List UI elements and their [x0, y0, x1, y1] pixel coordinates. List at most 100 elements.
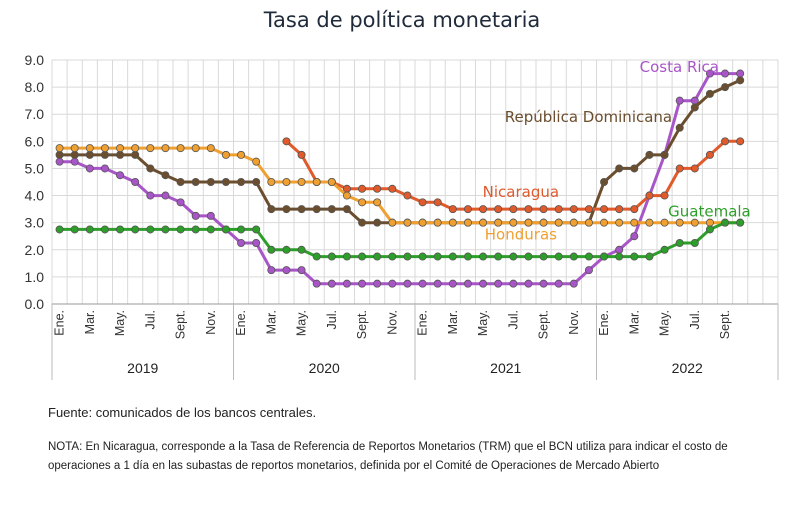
data-point: [479, 218, 488, 227]
data-point: [433, 218, 442, 227]
data-point: [645, 252, 654, 261]
x-tick-label: May.: [295, 310, 309, 336]
data-point: [615, 245, 624, 254]
data-point: [569, 205, 578, 214]
data-point: [615, 164, 624, 173]
data-point: [373, 252, 382, 261]
data-point: [342, 191, 351, 200]
data-point: [524, 205, 533, 214]
y-tick-label: 9.0: [25, 52, 45, 68]
x-tick-label: Ene.: [416, 310, 430, 336]
data-point: [312, 279, 321, 288]
data-point: [463, 205, 472, 214]
x-tick-label: Sept.: [718, 310, 732, 339]
data-point: [600, 205, 609, 214]
data-point: [237, 150, 246, 159]
data-point: [282, 177, 291, 186]
data-point: [554, 218, 563, 227]
data-point: [312, 177, 321, 186]
series-label: Costa Rica: [640, 58, 719, 76]
data-point: [675, 238, 684, 247]
data-point: [373, 198, 382, 207]
data-point: [569, 279, 578, 288]
data-point: [675, 218, 684, 227]
data-point: [433, 252, 442, 261]
data-point: [100, 164, 109, 173]
data-point: [705, 150, 714, 159]
data-point: [463, 218, 472, 227]
data-point: [55, 144, 64, 153]
series-label: Honduras: [485, 225, 557, 243]
data-point: [100, 150, 109, 159]
data-point: [675, 123, 684, 132]
data-point: [252, 157, 261, 166]
data-point: [327, 252, 336, 261]
data-point: [554, 279, 563, 288]
data-point: [267, 177, 276, 186]
data-point: [358, 279, 367, 288]
data-point: [282, 245, 291, 254]
data-point: [509, 279, 518, 288]
data-point: [615, 218, 624, 227]
data-point: [388, 252, 397, 261]
data-point: [70, 157, 79, 166]
data-point: [721, 83, 730, 92]
x-tick-label: Mar.: [627, 310, 641, 334]
chart-title: Tasa de política monetaria: [263, 8, 541, 32]
x-tick-label: Nov.: [567, 310, 581, 335]
data-point: [131, 150, 140, 159]
data-point: [584, 266, 593, 275]
data-point: [297, 205, 306, 214]
data-point: [721, 218, 730, 227]
x-tick-label: Mar.: [446, 310, 460, 334]
data-point: [479, 252, 488, 261]
data-point: [85, 150, 94, 159]
data-point: [539, 252, 548, 261]
x-tick-label: Jul.: [506, 310, 520, 329]
data-point: [358, 252, 367, 261]
x-tick-label: Mar.: [83, 310, 97, 334]
data-point: [146, 144, 155, 153]
data-point: [448, 218, 457, 227]
data-point: [660, 191, 669, 200]
data-point: [252, 177, 261, 186]
data-point: [615, 252, 624, 261]
data-point: [630, 232, 639, 241]
data-point: [721, 69, 730, 78]
data-point: [584, 252, 593, 261]
data-point: [358, 218, 367, 227]
data-point: [554, 252, 563, 261]
data-point: [131, 225, 140, 234]
data-point: [358, 198, 367, 207]
data-point: [524, 252, 533, 261]
data-point: [615, 205, 624, 214]
data-point: [433, 279, 442, 288]
data-point: [509, 218, 518, 227]
data-point: [252, 225, 261, 234]
series-line: [59, 146, 741, 225]
data-point: [403, 191, 412, 200]
data-point: [524, 279, 533, 288]
data-point: [176, 144, 185, 153]
x-tick-label: May.: [658, 310, 672, 336]
x-tick-label: Nov.: [204, 310, 218, 335]
data-point: [312, 205, 321, 214]
year-label: 2020: [309, 360, 340, 376]
data-point: [206, 211, 215, 220]
note-text: NOTA: En Nicaragua, corresponde a la Tas…: [48, 441, 728, 472]
data-point: [176, 225, 185, 234]
data-point: [373, 184, 382, 193]
data-point: [358, 184, 367, 193]
data-point: [675, 164, 684, 173]
data-point: [600, 218, 609, 227]
data-point: [600, 252, 609, 261]
series-label: Nicaragua: [483, 183, 559, 201]
data-point: [630, 205, 639, 214]
series-line: [59, 72, 741, 286]
data-point: [388, 218, 397, 227]
data-point: [600, 177, 609, 186]
data-point: [131, 177, 140, 186]
y-tick-label: 6.0: [25, 133, 45, 149]
year-label: 2019: [127, 360, 158, 376]
y-tick-label: 7.0: [25, 106, 45, 122]
